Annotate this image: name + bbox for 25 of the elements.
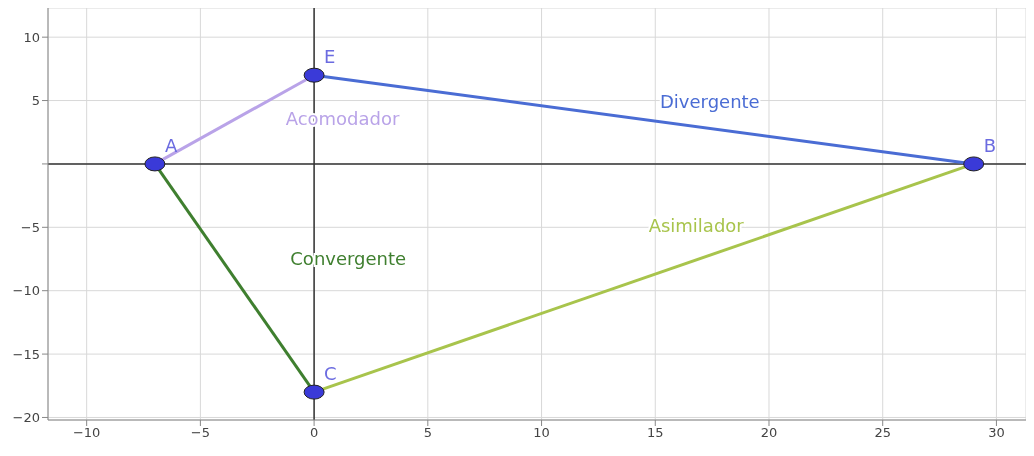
y-tick-label: 10 (23, 29, 40, 45)
y-tick-label: −10 (12, 283, 40, 299)
x-tick-label: 5 (423, 425, 432, 441)
y-tick-label: −15 (12, 346, 40, 362)
x-tick-label: 20 (760, 425, 778, 441)
x-tick-label: 0 (309, 425, 319, 441)
point (303, 67, 325, 83)
x-tick-label: −5 (190, 425, 210, 441)
y-tick-label: −5 (20, 219, 40, 235)
y-tick-label: −20 (12, 410, 40, 426)
x-tick-label: 25 (874, 425, 891, 441)
x-tick-label: −10 (72, 425, 101, 441)
point (303, 384, 325, 400)
x-tick-label: 15 (647, 425, 664, 441)
series-label: Divergente (660, 91, 760, 113)
point (963, 156, 985, 172)
annotation: B (983, 134, 997, 156)
annotation: C (324, 363, 337, 385)
annotation: A (164, 134, 178, 156)
x-tick-label: 10 (533, 425, 550, 441)
x-tick-label: 30 (988, 425, 1005, 441)
y-tick-label: 5 (31, 93, 40, 109)
point (144, 156, 166, 172)
annotation: E (324, 46, 336, 68)
series-label: Asimilador (648, 215, 745, 237)
